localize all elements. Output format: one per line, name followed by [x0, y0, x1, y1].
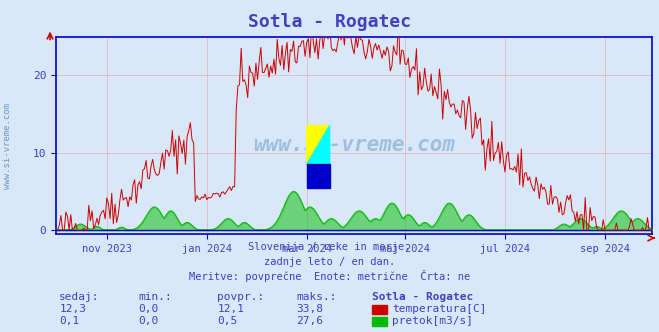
Text: 33,8: 33,8 [297, 304, 324, 314]
Text: zadnje leto / en dan.: zadnje leto / en dan. [264, 257, 395, 267]
Text: Sotla - Rogatec: Sotla - Rogatec [372, 292, 474, 302]
Text: 12,1: 12,1 [217, 304, 244, 314]
Text: www.si-vreme.com: www.si-vreme.com [253, 135, 455, 155]
Text: 0,1: 0,1 [59, 316, 80, 326]
Text: 0,0: 0,0 [138, 304, 159, 314]
Text: 0,5: 0,5 [217, 316, 238, 326]
Text: Sotla - Rogatec: Sotla - Rogatec [248, 13, 411, 31]
Polygon shape [306, 125, 330, 164]
Text: 27,6: 27,6 [297, 316, 324, 326]
Polygon shape [306, 125, 330, 164]
Text: pretok[m3/s]: pretok[m3/s] [392, 316, 473, 326]
Text: povpr.:: povpr.: [217, 292, 265, 302]
Bar [306, 164, 330, 188]
Text: www.si-vreme.com: www.si-vreme.com [3, 103, 13, 189]
Text: temperatura[C]: temperatura[C] [392, 304, 486, 314]
Text: sedaj:: sedaj: [59, 292, 100, 302]
Text: Slovenija / reke in morje.: Slovenija / reke in morje. [248, 242, 411, 252]
Text: min.:: min.: [138, 292, 172, 302]
Text: 0,0: 0,0 [138, 316, 159, 326]
Text: Meritve: povprečne  Enote: metrične  Črta: ne: Meritve: povprečne Enote: metrične Črta:… [189, 270, 470, 282]
Text: maks.:: maks.: [297, 292, 337, 302]
Text: 12,3: 12,3 [59, 304, 86, 314]
